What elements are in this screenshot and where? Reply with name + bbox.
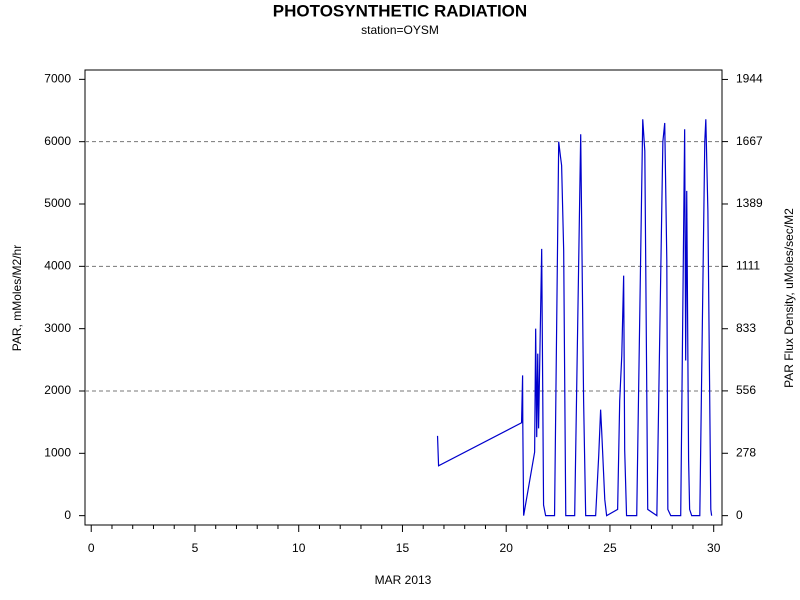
y2-tick-label: 1944 [736,72,763,86]
y-tick-label: 2000 [44,383,71,397]
chart-title: PHOTOSYNTHETIC RADIATION [273,1,527,20]
x-tick-label: 10 [292,541,306,555]
plot-frame [84,69,723,526]
x-tick-label: 25 [603,541,617,555]
x-tick-label: 15 [396,541,410,555]
y2-tick-label: 1389 [736,196,763,210]
y2-tick-label: 0 [736,508,743,522]
y2-tick-label: 556 [736,383,756,397]
data-line [436,119,713,517]
x-axis-label: MAR 2013 [375,573,432,587]
y-tick-label: 5000 [44,196,71,210]
y-tick-label: 1000 [44,445,71,459]
y2-tick-label: 833 [736,321,756,335]
y-axis-label: PAR, mMoles/M2/hr [10,245,24,351]
x-tick-label: 20 [500,541,514,555]
x-tick-label: 5 [192,541,199,555]
y-tick-label: 4000 [44,259,71,273]
y-tick-label: 6000 [44,134,71,148]
y2-tick-label: 278 [736,445,756,459]
y2-tick-label: 1667 [736,134,763,148]
y2-tick-label: 1111 [736,259,760,273]
y2-axis-label: PAR Flux Density, uMoles/sec/M2 [782,208,796,388]
x-tick-label: 30 [707,541,721,555]
y-tick-label: 0 [64,508,71,522]
x-tick-label: 0 [88,541,95,555]
y-tick-label: 3000 [44,321,71,335]
chart-subtitle: station=OYSM [361,23,439,37]
y-tick-label: 7000 [44,72,71,86]
